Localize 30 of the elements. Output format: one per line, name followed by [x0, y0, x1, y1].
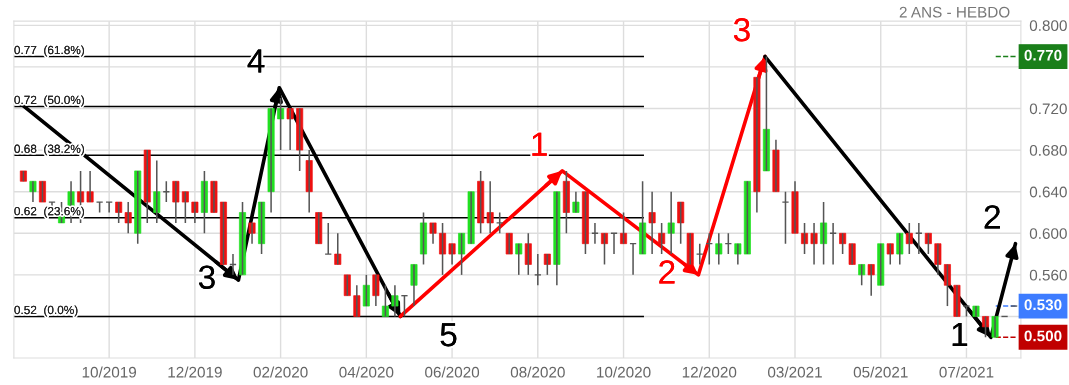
chart-subtitle: 2 ANS - HEBDO [899, 6, 1010, 18]
x-tick-label: 10/2019 [82, 366, 137, 378]
annotation: 3 [198, 265, 215, 290]
annotation: 2 [984, 205, 1000, 229]
x-tick-label: 03/2021 [767, 366, 822, 378]
x-tick-label: 05/2021 [853, 366, 908, 378]
y-tick-label: 0.600 [1029, 228, 1067, 239]
x-tick-label: 04/2020 [339, 366, 394, 378]
x-tick-label: 12/2020 [682, 366, 737, 378]
x-tick-label: 07/2021 [939, 366, 994, 378]
y-tick-label: 0.560 [1029, 269, 1067, 281]
annotation: 1 [532, 132, 547, 156]
ref-line-label: 0.500 [1024, 330, 1062, 342]
ref-line-label: 0.52 (0.0%) [14, 305, 78, 317]
annotation: 1 [952, 322, 968, 346]
x-tick-label: 08/2020 [510, 366, 565, 378]
y-tick-label: 0.680 [1029, 144, 1067, 156]
y-tick-label: 0.640 [1029, 186, 1067, 198]
x-tick-label: 12/2019 [168, 366, 222, 378]
annotation: 2 [659, 260, 675, 284]
annotation: 5 [440, 323, 457, 347]
y-tick-label: 0.720 [1029, 103, 1067, 115]
x-tick-label: 06/2020 [425, 366, 480, 378]
ref-line-label: 0.530 [1024, 299, 1062, 311]
x-tick-label: 02/2020 [253, 366, 308, 378]
ref-line-label: 0.77 (61.8%) [14, 45, 85, 57]
y-tick-label: 0.800 [1029, 20, 1067, 32]
ref-line-label: 0.770 [1024, 49, 1062, 61]
x-tick-label: 10/2020 [597, 366, 651, 378]
annotation: 3 [733, 18, 750, 42]
